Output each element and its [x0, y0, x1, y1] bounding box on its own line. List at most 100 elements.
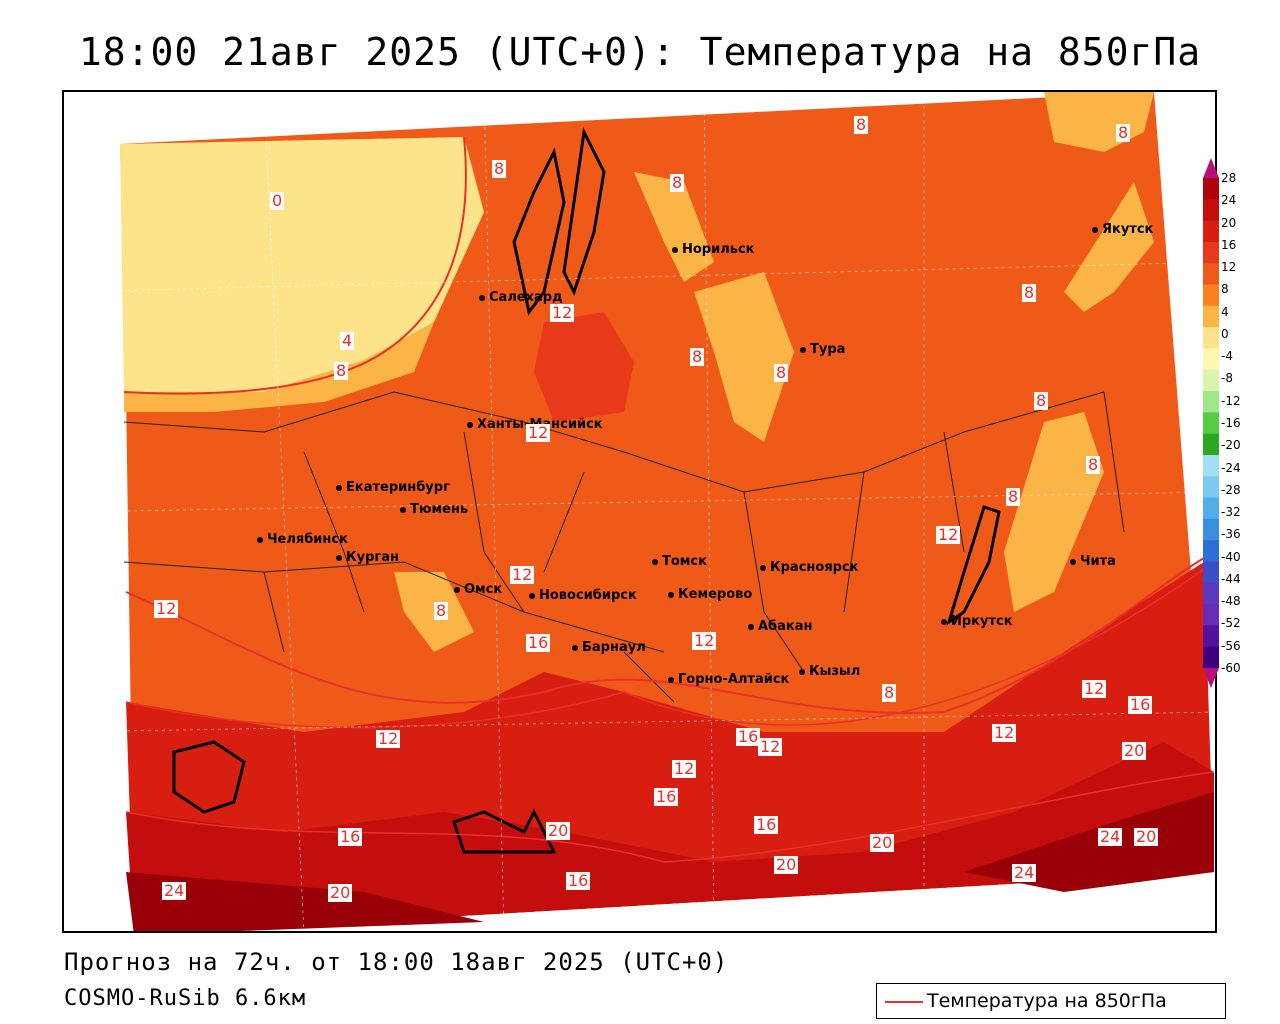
contour-label: 16 [566, 871, 591, 890]
colorbar-tick-label: -32 [1221, 505, 1241, 520]
contour-label: 16 [736, 727, 761, 746]
contour-label: 12 [154, 599, 179, 618]
colorbar-min-arrow [1203, 668, 1219, 688]
contour-label: 12 [936, 525, 961, 544]
contour-label: 8 [434, 601, 449, 620]
contour-label: 8 [690, 347, 705, 366]
colorbar-tick-label: 4 [1221, 304, 1229, 319]
city-dot-icon [799, 668, 805, 675]
city-dot-icon [652, 558, 658, 565]
contour-label: 20 [774, 855, 799, 874]
colorbar-swatch [1203, 284, 1219, 307]
isotherm-16 [125, 561, 1215, 729]
colorbar-tick-label: -52 [1221, 616, 1241, 631]
graticule [64, 92, 1215, 931]
contour-label: 8 [774, 363, 789, 382]
city-tura: Тура [800, 342, 845, 357]
contour-label: 8 [334, 361, 349, 380]
colorbar-swatch [1203, 241, 1219, 264]
contour-label: 8 [1006, 487, 1021, 506]
city-dot-icon [1070, 558, 1076, 565]
contour-label: 20 [870, 833, 895, 852]
contour-label: 12 [692, 631, 717, 650]
contour-label: 16 [1128, 695, 1153, 714]
colorbar-tick-label: -56 [1221, 638, 1241, 653]
cool-region-yellow [120, 137, 484, 402]
colorbar-tick-label: -4 [1221, 349, 1233, 364]
colorbar-swatches [1203, 158, 1219, 688]
colorbar-tick-label: -24 [1221, 460, 1241, 475]
contour-label: 12 [992, 723, 1017, 742]
colorbar-tick-label: -20 [1221, 438, 1241, 453]
city-dot-icon [572, 644, 578, 651]
city-tyumen: Тюмень [400, 502, 468, 517]
city-omsk: Омск [454, 582, 502, 597]
contour-label: 8 [854, 115, 869, 134]
contour-label: 8 [882, 683, 897, 702]
contour-label: 8 [670, 173, 685, 192]
city-dot-icon [1092, 226, 1098, 233]
city-tomsk: Томск [652, 554, 707, 569]
isotherm-8 [123, 136, 467, 395]
city-yakutsk: Якутск [1092, 222, 1153, 237]
page-title: 18:00 21авг 2025 (UTC+0): Температура на… [78, 30, 1202, 74]
lake-balkhash [452, 808, 557, 854]
colorbar-tick-label: -48 [1221, 594, 1241, 609]
city-dot-icon [257, 536, 263, 543]
temperature-colorbar: 28 24 20 16 12 8 4 0 -4 -8 -12 -16 -20 -24 -28 -32 -36 -4… [1203, 158, 1263, 688]
city-chita: Чита [1070, 554, 1116, 569]
colorbar-swatch [1203, 412, 1219, 435]
colorbar-tick-label: -36 [1221, 527, 1241, 542]
city-ekaterinburg: Екатеринбург [336, 480, 450, 495]
colorbar-swatch [1203, 433, 1219, 456]
contour-label: 8 [1022, 283, 1037, 302]
aral-sea [172, 740, 246, 814]
contour-label: 8 [1086, 455, 1101, 474]
forecast-info: Прогноз на 72ч. от 18:00 18авг 2025 (UTC… [64, 948, 729, 976]
colorbar-tick-label: 0 [1221, 326, 1229, 341]
colorbar-tick-label: 20 [1221, 215, 1237, 230]
colorbar-swatch [1203, 305, 1219, 328]
colorbar-swatch [1203, 518, 1219, 541]
map-legend: Температура на 850гПа [876, 983, 1226, 1019]
legend-label: Температура на 850гПа [927, 990, 1167, 1012]
colorbar-swatch [1203, 369, 1219, 392]
colorbar-swatch [1203, 220, 1219, 243]
contour-label: 20 [1134, 827, 1159, 846]
contour-label: 4 [340, 331, 355, 350]
contour-label: 12 [758, 737, 783, 756]
colorbar-swatch [1203, 263, 1219, 286]
colorbar-swatch [1203, 646, 1219, 669]
colorbar-swatch [1203, 604, 1219, 626]
colorbar-tick-label: -16 [1221, 416, 1241, 430]
city-novosibirsk: Новосибирск [529, 588, 637, 603]
city-gorno-altaysk: Горно-Алтайск [668, 672, 789, 687]
colorbar-tick-label: -8 [1221, 371, 1233, 386]
colorbar-tick-label: -60 [1221, 661, 1241, 675]
patch-8-east [1004, 412, 1104, 612]
colorbar-tick-label: -44 [1221, 571, 1241, 586]
colorbar-swatch [1203, 625, 1219, 648]
contour-label: 8 [1116, 123, 1131, 142]
contour-label: 12 [672, 759, 697, 778]
patch-8-north [634, 172, 714, 282]
temperature-map: Норильск Салехард Тура Якутск Ханты-Манс… [62, 90, 1217, 933]
contour-label: 16 [338, 827, 363, 846]
city-dot-icon [529, 592, 535, 599]
city-chelyabinsk: Челябинск [257, 532, 348, 547]
colorbar-swatch [1203, 391, 1219, 413]
colorbar-swatch [1203, 327, 1219, 349]
city-barnaul: Барнаул [572, 640, 646, 655]
city-dot-icon [336, 554, 342, 561]
city-krasnoyarsk: Красноярск [760, 560, 859, 575]
contour-label: 24 [1012, 863, 1037, 882]
city-dot-icon [454, 586, 460, 593]
city-dot-icon [760, 564, 766, 571]
contour-label: 24 [1098, 827, 1123, 846]
contour-label: 16 [654, 787, 679, 806]
baikal [946, 505, 1001, 626]
city-dot-icon [668, 676, 674, 683]
ob-gulf [512, 147, 566, 316]
yenisei-gulf [562, 127, 606, 296]
city-dot-icon [800, 346, 806, 353]
